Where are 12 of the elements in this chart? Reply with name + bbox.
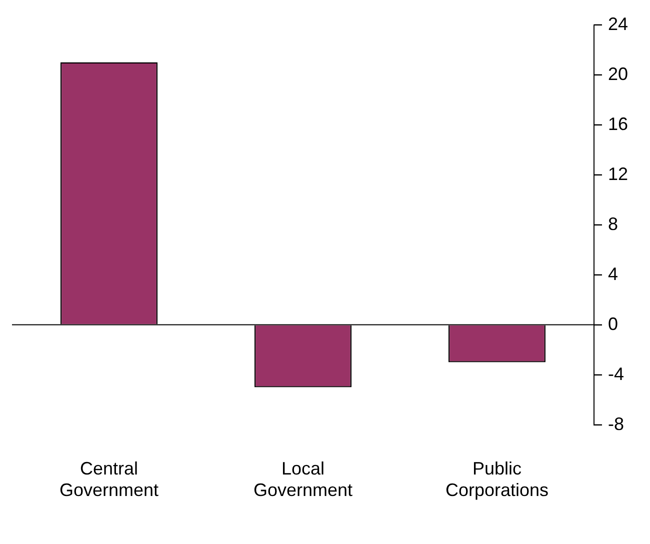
- y-tick-label: -8: [608, 414, 624, 434]
- y-tick-label: 20: [608, 64, 628, 84]
- x-tick-label: Local Government: [253, 458, 353, 500]
- y-tick-label: 16: [608, 114, 628, 134]
- y-tick-label: 8: [608, 214, 618, 234]
- y-tick-label: 4: [608, 264, 618, 284]
- x-tick-label: Central Government: [59, 458, 159, 500]
- y-tick-label: 0: [608, 314, 618, 334]
- x-tick-label: Public Corporations: [445, 458, 549, 500]
- y-tick-label: 24: [608, 14, 628, 34]
- y-tick-label: -4: [608, 364, 624, 384]
- y-tick-label: 12: [608, 164, 628, 184]
